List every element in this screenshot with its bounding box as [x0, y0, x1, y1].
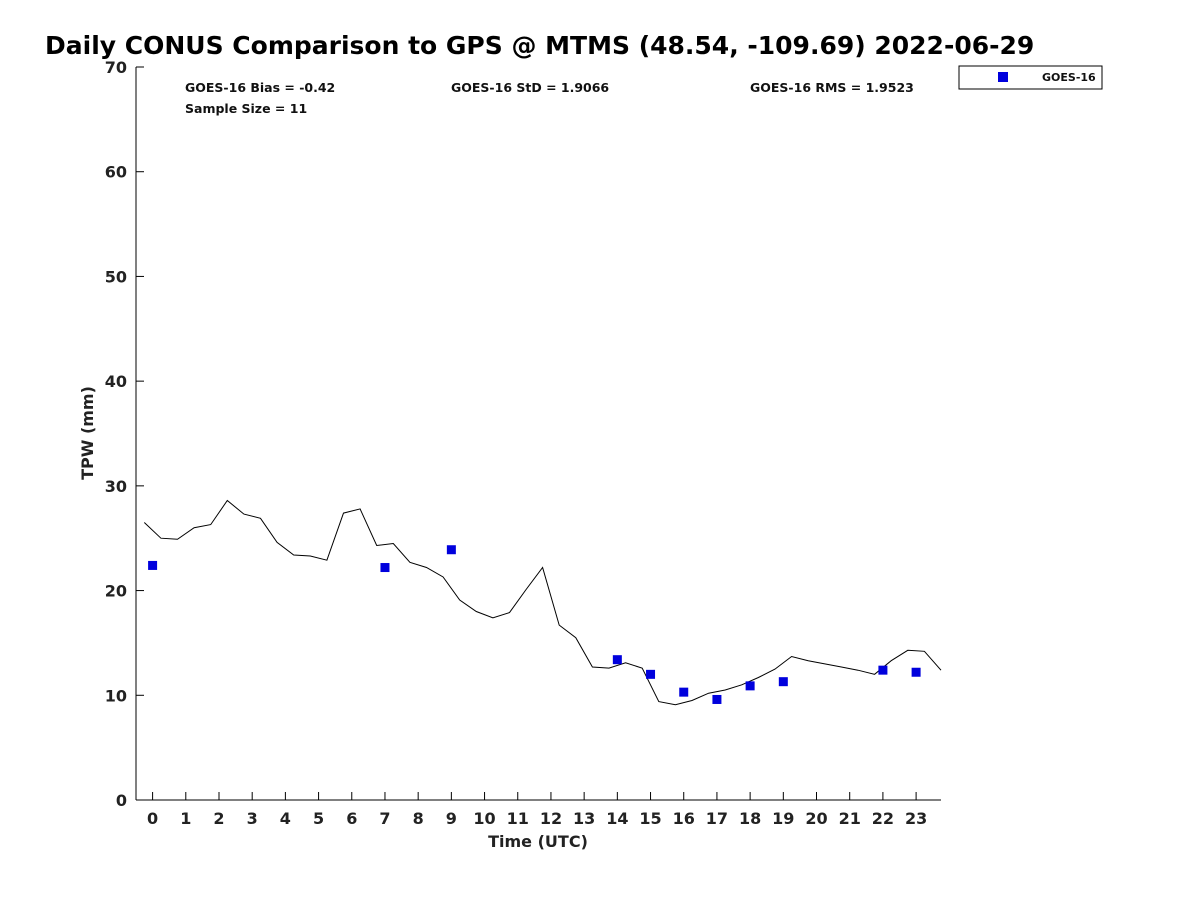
gps-tpw-line — [143, 499, 942, 706]
x-tick-label: 1 — [180, 809, 191, 828]
y-tick-label: 20 — [105, 582, 127, 601]
goes16-point — [745, 681, 755, 691]
y-tick-label: 0 — [116, 791, 127, 810]
goes16-point — [380, 563, 390, 573]
x-tick-label: 3 — [247, 809, 258, 828]
legend-box — [958, 65, 1103, 90]
x-axis-label: Time (UTC) — [488, 832, 588, 851]
rms-stat: GOES-16 RMS = 1.9523 — [750, 80, 914, 95]
x-tick-label: 7 — [379, 809, 390, 828]
x-tick-label: 0 — [147, 809, 158, 828]
y-tick-label: 60 — [105, 163, 127, 182]
goes16-point — [148, 560, 158, 570]
goes16-point — [612, 655, 622, 665]
x-tick-label: 8 — [413, 809, 424, 828]
sample-size-stat: Sample Size = 11 — [185, 101, 307, 116]
goes16-point — [778, 677, 788, 687]
x-tick-label: 16 — [673, 809, 695, 828]
goes16-point — [446, 545, 456, 555]
legend-marker — [998, 72, 1008, 82]
x-tick-label: 19 — [772, 809, 794, 828]
x-tick-label: 17 — [706, 809, 728, 828]
x-tick-label: 11 — [507, 809, 529, 828]
y-axis-label: TPW (mm) — [78, 386, 97, 480]
x-tick-label: 12 — [540, 809, 562, 828]
y-tick-label: 50 — [105, 267, 127, 286]
y-tick-label: 40 — [105, 372, 127, 391]
x-tick-label: 18 — [739, 809, 761, 828]
legend-label: GOES-16 — [1042, 71, 1096, 84]
goes16-point — [911, 667, 921, 677]
x-tick-label: 10 — [473, 809, 495, 828]
x-tick-label: 23 — [905, 809, 927, 828]
y-axis-ticks: 0 10 20 30 40 50 60 70 — [105, 58, 144, 810]
bias-stat: GOES-16 Bias = -0.42 — [185, 80, 335, 95]
x-tick-label: 22 — [872, 809, 894, 828]
goes16-point — [646, 669, 656, 679]
x-tick-label: 5 — [313, 809, 324, 828]
goes16-point — [878, 665, 888, 675]
x-tick-label: 21 — [839, 809, 861, 828]
plot-axes — [135, 67, 941, 801]
x-tick-label: 9 — [446, 809, 457, 828]
goes16-point — [679, 687, 689, 697]
chart-title: Daily CONUS Comparison to GPS @ MTMS (48… — [45, 31, 1034, 60]
std-stat: GOES-16 StD = 1.9066 — [451, 80, 609, 95]
y-tick-label: 30 — [105, 477, 127, 496]
x-tick-label: 2 — [213, 809, 224, 828]
x-axis-ticks: 0 1 2 3 4 5 6 7 8 9 10 11 12 13 14 15 16 17 18 19 20 21 22 23 — [147, 792, 927, 828]
x-tick-label: 4 — [280, 809, 291, 828]
series-layer — [143, 499, 942, 706]
x-tick-label: 6 — [346, 809, 357, 828]
y-tick-label: 70 — [105, 58, 127, 77]
x-tick-label: 20 — [805, 809, 827, 828]
y-tick-label: 10 — [105, 686, 127, 705]
x-tick-label: 14 — [606, 809, 628, 828]
goes16-point — [712, 694, 722, 704]
legend: GOES-16 — [958, 65, 1103, 90]
x-tick-label: 15 — [639, 809, 661, 828]
x-tick-label: 13 — [573, 809, 595, 828]
